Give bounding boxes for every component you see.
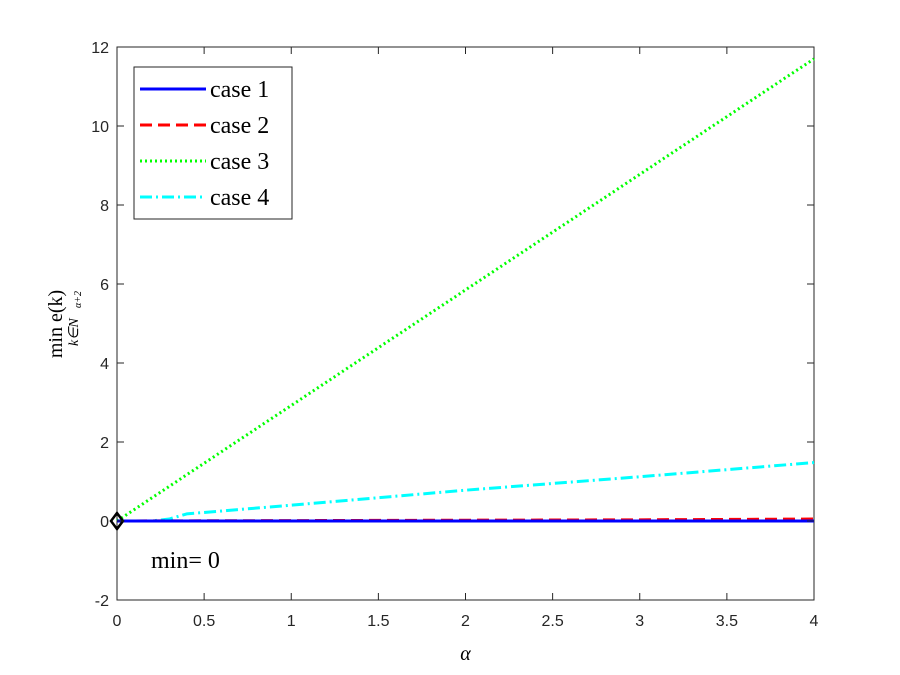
y-tick-label: 2 — [100, 435, 109, 452]
y-tick-label: 10 — [91, 119, 109, 136]
y-tick-label: -2 — [95, 593, 109, 610]
y-tick-label: 0 — [100, 514, 109, 531]
y-axis-label: min e(k) k∈N α+2 — [45, 290, 84, 358]
x-tick-label: 1.5 — [367, 613, 389, 630]
legend-items: case 1 case 2 case 3 case 4 — [140, 77, 269, 211]
x-axis-ticks: 0 0.5 1 1.5 2 2.5 3 3.5 4 — [113, 47, 819, 630]
y-tick-label: 12 — [91, 40, 109, 57]
series-line-case-3 — [116, 57, 815, 523]
legend-box — [133, 66, 293, 220]
y-tick-label: 4 — [100, 356, 109, 373]
min-annotation: min= 0 — [151, 548, 220, 574]
legend-label-case-4: case 4 — [210, 185, 269, 211]
x-tick-label: 4 — [810, 613, 819, 630]
y-axis-label-subsubscript: α+2 — [73, 291, 84, 308]
marker-group — [109, 510, 125, 532]
legend-label-case-3: case 3 — [210, 149, 269, 175]
legend: case 1 case 2 case 3 case 4 — [133, 66, 293, 220]
series-group — [116, 57, 815, 523]
x-tick-label: 3.5 — [716, 613, 738, 630]
x-tick-label: 0 — [113, 613, 122, 630]
y-axis-label-subscript: k∈N — [67, 318, 82, 346]
x-tick-label: 1 — [287, 613, 296, 630]
x-tick-label: 3 — [635, 613, 644, 630]
x-tick-label: 2.5 — [542, 613, 564, 630]
legend-label-case-1: case 1 — [210, 77, 269, 103]
min-diamond-marker — [109, 510, 125, 532]
x-tick-label: 0.5 — [193, 613, 215, 630]
y-tick-label: 8 — [100, 198, 109, 215]
y-axis-label-main: min e(k) — [45, 290, 67, 358]
x-tick-label: 2 — [461, 613, 470, 630]
series-line-case-4 — [117, 461, 815, 523]
y-tick-label: 6 — [100, 277, 109, 294]
legend-label-case-2: case 2 — [210, 113, 269, 139]
x-axis-label: α — [460, 643, 471, 665]
y-axis-ticks: -2 0 2 4 6 8 10 12 — [91, 40, 814, 610]
